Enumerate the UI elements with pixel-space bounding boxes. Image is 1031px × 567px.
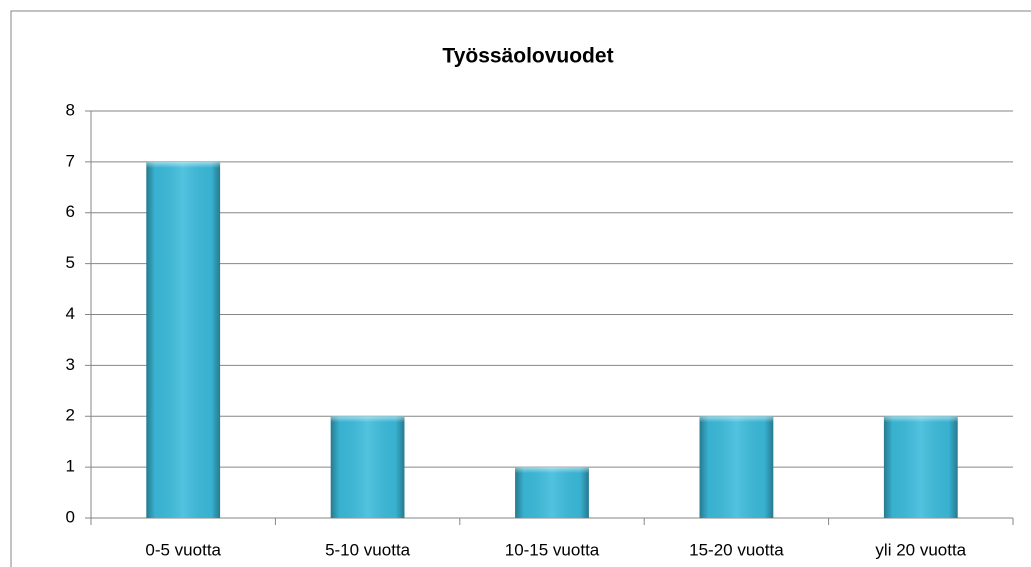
bar-top: [330, 416, 405, 423]
x-tick-label: 15-20 vuotta: [689, 540, 784, 559]
x-tick-label: 10-15 vuotta: [505, 540, 600, 559]
y-tick-label: 3: [66, 355, 75, 374]
y-tick-label: 7: [66, 151, 75, 170]
y-tick-label: 6: [66, 202, 75, 221]
bar-top: [146, 161, 221, 168]
bar-shade: [699, 416, 774, 518]
y-tick-label: 8: [66, 100, 75, 119]
y-tick-label: 1: [66, 457, 75, 476]
bar-shade: [515, 467, 589, 518]
bar-shade: [883, 416, 958, 518]
y-tick-label: 5: [66, 253, 75, 272]
bar-top: [699, 416, 774, 423]
x-tick-label: yli 20 vuotta: [875, 540, 966, 559]
bar-top: [883, 416, 958, 423]
x-tick-label: 0-5 vuotta: [145, 540, 221, 559]
y-tick-label: 2: [66, 406, 75, 425]
y-tick-label: 0: [66, 507, 75, 526]
bar-shade: [146, 161, 221, 518]
chart-title: Työssäolovuodet: [442, 45, 613, 68]
x-tick-label: 5-10 vuotta: [325, 540, 411, 559]
bar-top: [515, 467, 589, 474]
y-tick-label: 4: [66, 304, 75, 323]
bar-shade: [330, 416, 405, 518]
